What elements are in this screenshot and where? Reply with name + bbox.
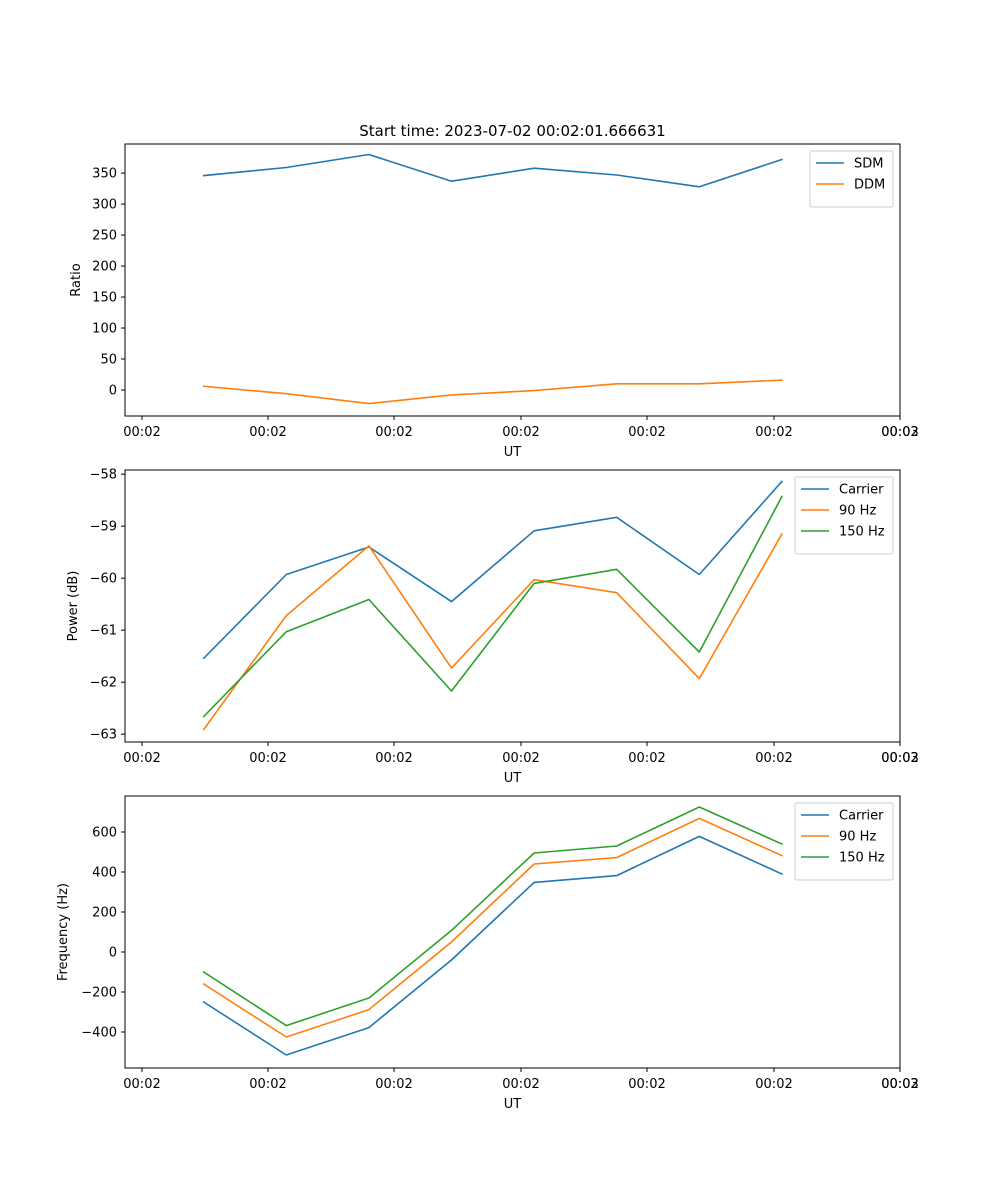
x-tick-label: 00:02	[375, 751, 412, 766]
x-axis-label: UT	[504, 771, 522, 786]
x-axis-label: UT	[504, 1097, 522, 1112]
legend-entry: Carrier	[839, 483, 884, 498]
y-tick-label: −59	[90, 520, 117, 535]
series-line-carrier	[202, 480, 784, 660]
legend-entry: 150 Hz	[839, 525, 885, 540]
x-tick-label: 00:02	[249, 1077, 286, 1092]
y-tick-label: 50	[100, 352, 117, 367]
y-tick-label: −58	[90, 468, 117, 483]
x-tick-label: 00:02	[123, 751, 160, 766]
y-tick-label: 200	[92, 906, 117, 921]
x-tick-label: 00:02	[123, 1077, 160, 1092]
x-tick-label: 00:03	[881, 1077, 918, 1092]
y-tick-label: 100	[92, 322, 117, 337]
y-axis-label: Frequency (Hz)	[56, 883, 71, 981]
x-tick-label: 00:02	[881, 1077, 918, 1092]
series-line-150-hz	[202, 495, 783, 718]
series-line-sdm	[202, 153, 783, 188]
axes-frame	[124, 143, 901, 417]
y-tick-label: 150	[92, 291, 117, 306]
y-tick-label: 300	[92, 198, 117, 213]
y-tick-label: 600	[92, 826, 117, 841]
legend-entry: Carrier	[839, 809, 884, 824]
axes-frame	[124, 795, 901, 1069]
series-line-carrier	[202, 835, 783, 1056]
x-tick-label: 00:03	[881, 751, 918, 766]
y-tick-label: −200	[81, 986, 117, 1001]
y-tick-label: −61	[90, 624, 117, 639]
x-tick-label: 00:02	[375, 1077, 412, 1092]
series-line-90-hz	[202, 532, 783, 731]
x-tick-label: 00:02	[628, 425, 665, 440]
x-tick-label: 00:03	[881, 425, 918, 440]
series-line-90-hz	[202, 817, 783, 1038]
x-tick-label: 00:02	[881, 425, 918, 440]
y-tick-label: −63	[90, 728, 117, 743]
x-tick-label: 00:02	[628, 1077, 665, 1092]
legend-entry: 90 Hz	[839, 830, 876, 845]
y-axis-label: Power (dB)	[66, 571, 81, 642]
y-tick-label: 350	[92, 167, 117, 182]
series-line-150-hz	[202, 806, 783, 1027]
x-tick-label: 00:02	[755, 1077, 792, 1092]
legend-box	[794, 476, 894, 555]
x-axis-label: UT	[504, 445, 522, 460]
legend-entry: 150 Hz	[839, 851, 885, 866]
legend: SDM DDM	[809, 150, 894, 208]
y-tick-label: −60	[90, 572, 117, 587]
x-tick-label: 00:02	[502, 751, 539, 766]
x-tick-label: 00:02	[375, 425, 412, 440]
x-tick-label: 00:02	[249, 425, 286, 440]
series-line-ddm	[202, 379, 783, 405]
x-tick-label: 00:02	[249, 751, 286, 766]
legend-box	[794, 802, 894, 881]
legend: Carrier 90 Hz 150 Hz	[794, 802, 894, 881]
x-tick-label: 00:02	[628, 751, 665, 766]
y-tick-label: 200	[92, 260, 117, 275]
axes-frame	[124, 469, 901, 743]
x-tick-label: 00:02	[123, 425, 160, 440]
y-axis-label: Ratio	[69, 263, 84, 296]
y-tick-label: 0	[109, 383, 117, 398]
y-tick-label: 250	[92, 229, 117, 244]
x-tick-label: 00:02	[502, 1077, 539, 1092]
y-tick-label: 0	[109, 946, 117, 961]
legend-entry: SDM	[854, 157, 883, 172]
legend-entry: DDM	[854, 178, 885, 193]
figure-title: Start time: 2023-07-02 00:02:01.666631	[359, 122, 665, 140]
x-tick-label: 00:02	[502, 425, 539, 440]
legend-entry: 90 Hz	[839, 504, 876, 519]
y-tick-label: 400	[92, 866, 117, 881]
x-tick-label: 00:02	[755, 425, 792, 440]
legend: Carrier 90 Hz 150 Hz	[794, 476, 894, 555]
y-tick-label: −62	[90, 676, 117, 691]
x-tick-label: 00:02	[755, 751, 792, 766]
x-tick-label: 00:02	[881, 751, 918, 766]
y-tick-label: −400	[81, 1026, 117, 1041]
legend-box	[809, 150, 894, 208]
